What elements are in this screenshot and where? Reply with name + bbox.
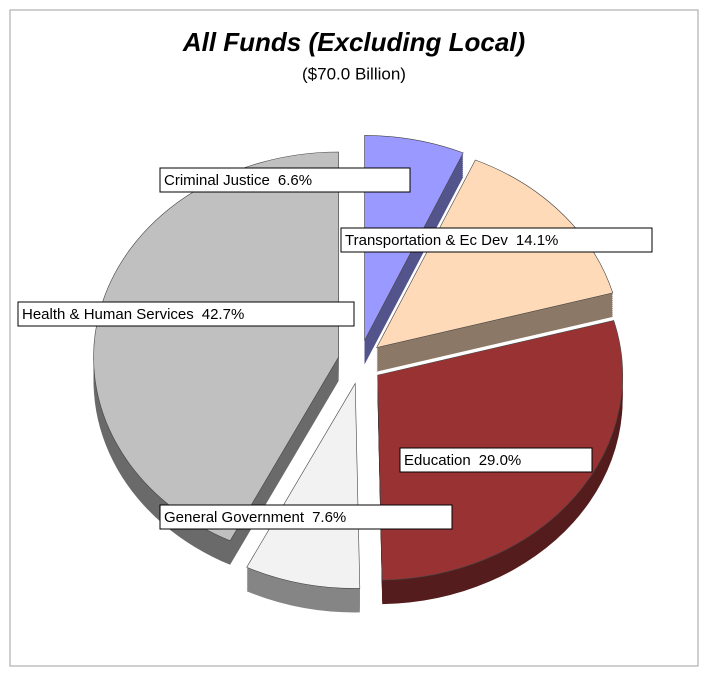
- pie-slice: [246, 382, 361, 589]
- slice-label: Transportation & Ec Dev 14.1%: [345, 232, 558, 249]
- label-box: [399, 447, 593, 473]
- chart-subtitle: ($70.0 Billion): [302, 64, 406, 83]
- value-label: 6.6%: [278, 172, 312, 189]
- value-label: 29.0%: [479, 452, 522, 469]
- label-box: [159, 504, 453, 530]
- slice-label: General Government 7.6%: [164, 509, 346, 526]
- category-name: Health & Human Services: [22, 306, 194, 323]
- label-box: [340, 227, 653, 253]
- value-label: 14.1%: [516, 232, 559, 249]
- category-name: Transportation & Ec Dev: [345, 232, 508, 249]
- value-label: 42.7%: [202, 306, 245, 323]
- category-name: Criminal Justice: [164, 172, 270, 189]
- value-label: 7.6%: [312, 509, 346, 526]
- chart-title: All Funds (Excluding Local): [182, 27, 525, 57]
- label-box: [159, 167, 411, 193]
- slice-label: Health & Human Services 42.7%: [22, 306, 244, 323]
- category-name: General Government: [164, 509, 305, 526]
- slice-label: Education 29.0%: [404, 452, 521, 469]
- slice-label: Criminal Justice 6.6%: [164, 172, 312, 189]
- label-box: [17, 301, 355, 327]
- category-name: Education: [404, 452, 471, 469]
- pie-slice: [376, 159, 614, 349]
